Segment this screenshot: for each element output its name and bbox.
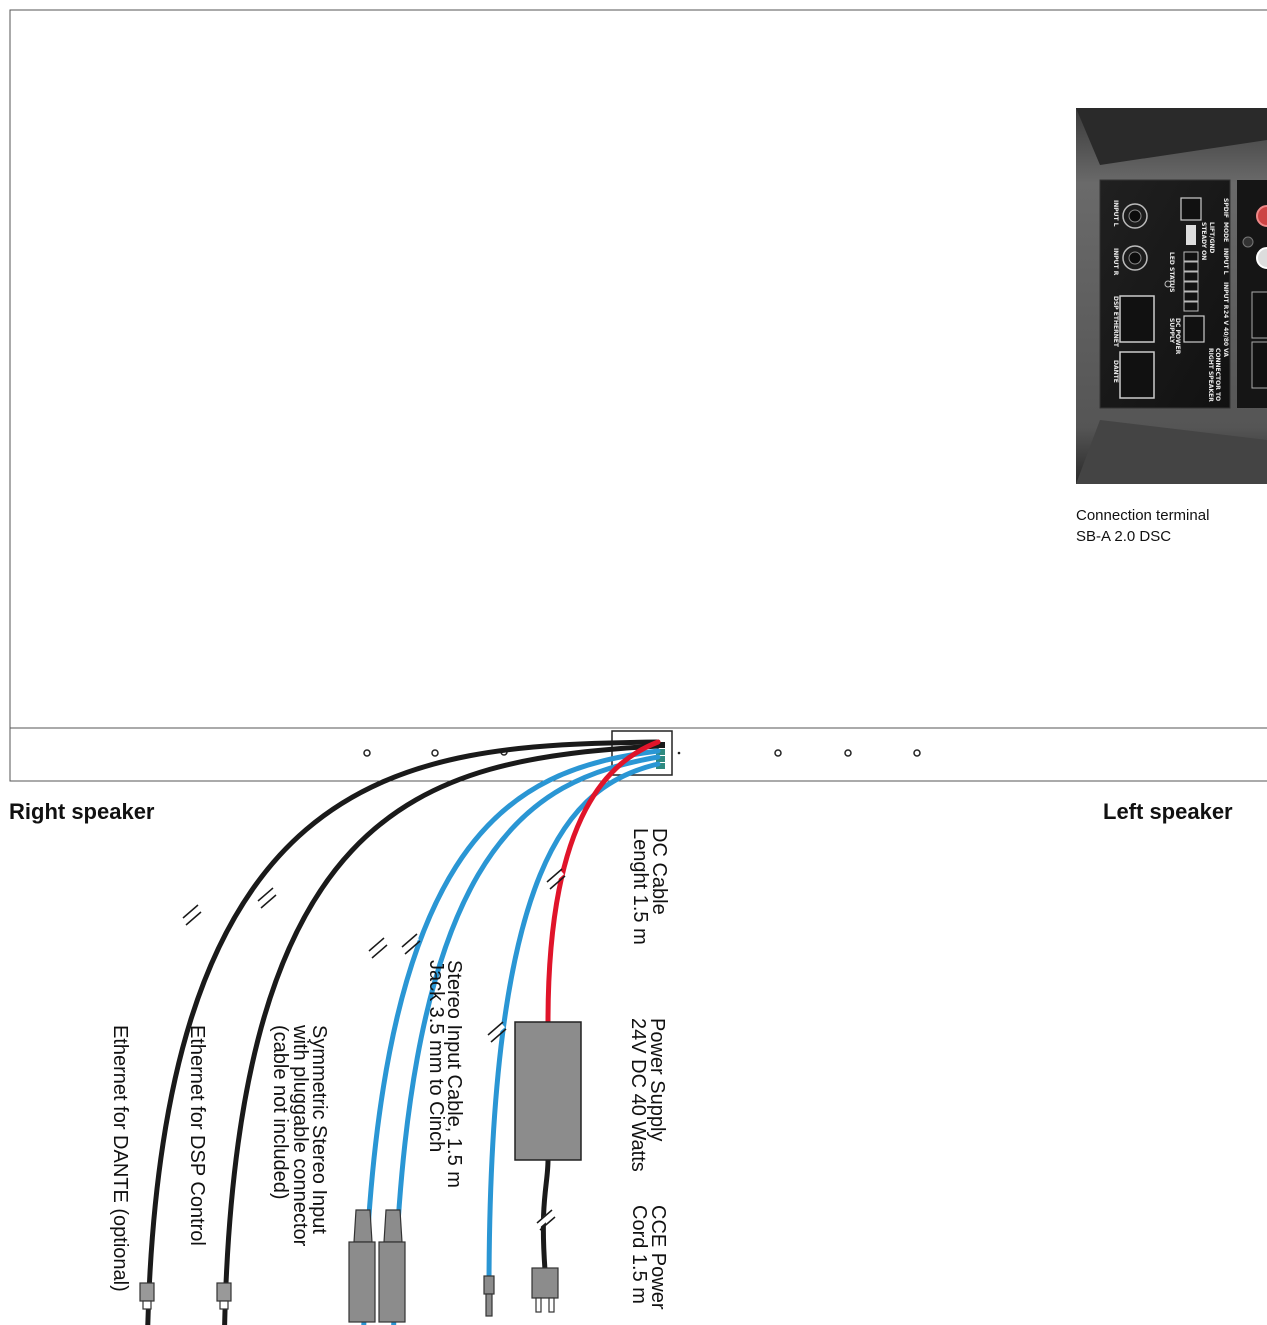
cce-cord-label-1: CCE Power xyxy=(647,1205,669,1310)
photo-caption-line1: Connection terminal xyxy=(1076,507,1209,524)
dc-cable-label-2: Lenght 1.5 m xyxy=(629,828,651,945)
break-mark xyxy=(400,933,421,955)
soundbar-outline xyxy=(9,9,1267,782)
dsp-ethernet-port xyxy=(1119,295,1155,343)
dsp-ethernet-label: Ethernet for DSP Control xyxy=(186,1025,208,1246)
power-supply-label-1: Power Supply xyxy=(646,1018,668,1141)
cable-break-marks xyxy=(181,868,566,1231)
svg-text:INPUT R: INPUT R xyxy=(1222,282,1229,310)
dc-power-connector xyxy=(1183,315,1205,343)
left-speaker-label: Left speaker xyxy=(1103,799,1233,824)
power-supply-box xyxy=(514,1021,582,1161)
mains-plug xyxy=(531,1267,559,1313)
stereo-input-cable xyxy=(486,761,661,1303)
dante-port xyxy=(1119,351,1155,399)
svg-text:SPDIF: SPDIF xyxy=(1222,198,1229,218)
input-terminal-block xyxy=(1183,251,1199,312)
symmetric-input-label-3: (cable not included) xyxy=(269,1025,291,1200)
xlr-plug-1 xyxy=(348,1209,376,1323)
svg-text:DANTE: DANTE xyxy=(1112,360,1119,383)
mode-switch xyxy=(1186,225,1196,245)
break-mark xyxy=(367,937,388,959)
svg-text:STEADY ON: STEADY ON xyxy=(1200,222,1207,260)
symmetric-input-label-2: with pluggable connector xyxy=(289,1024,311,1247)
dc-cable xyxy=(545,739,661,1025)
power-supply-label-2: 24V DC 40 Watts xyxy=(627,1018,649,1172)
xlr-plug-2 xyxy=(378,1209,406,1323)
break-mark xyxy=(181,904,202,926)
mounting-hole xyxy=(774,749,782,757)
symmetric-input-label-1: Symmetric Stereo Input xyxy=(308,1025,330,1234)
ethernet-dante-cable xyxy=(145,739,661,1325)
svg-text:24 V 40/80 VA: 24 V 40/80 VA xyxy=(1222,310,1229,357)
mounting-hole xyxy=(363,749,371,757)
dante-ethernet-label: Ethernet for DANTE (optional) xyxy=(109,1025,131,1292)
svg-text:LED STATUS: LED STATUS xyxy=(1168,252,1175,292)
right-speaker-label: Right speaker xyxy=(9,799,155,824)
break-mark xyxy=(256,887,277,909)
mounting-hole xyxy=(431,749,439,757)
svg-text:INPUT L: INPUT L xyxy=(1222,248,1229,275)
ethernet-dsp-cable xyxy=(222,743,661,1325)
break-mark xyxy=(486,1021,507,1043)
cinch-plug xyxy=(483,1275,495,1317)
led-status-indicator xyxy=(1164,280,1172,288)
break-mark xyxy=(535,1209,556,1231)
svg-text:CONNECTOR TO: CONNECTOR TO xyxy=(1214,348,1221,401)
mounting-hole xyxy=(844,749,852,757)
panel-printing: INPUT L INPUT R DSP ETHERNET DANTE LED S… xyxy=(1112,198,1229,402)
dc-cable-label-1: DC Cable xyxy=(648,828,670,915)
svg-text:INPUT R: INPUT R xyxy=(1112,248,1119,276)
svg-text:LIFT/GND: LIFT/GND xyxy=(1208,222,1215,253)
svg-text:SUPPLY: SUPPLY xyxy=(1168,318,1175,344)
cce-cord-label-2: Cord 1.5 m xyxy=(628,1205,650,1304)
cce-power-cord xyxy=(540,1157,551,1273)
break-mark xyxy=(545,868,566,890)
spdif-port xyxy=(1180,197,1202,221)
symmetric-input-cable-2 xyxy=(391,754,661,1325)
cables xyxy=(145,739,661,1325)
photo-caption-line2: SB-A 2.0 DSC xyxy=(1076,528,1171,545)
svg-text:DC POWER: DC POWER xyxy=(1174,318,1181,355)
svg-text:DSP ETHERNET: DSP ETHERNET xyxy=(1112,296,1119,348)
svg-text:INPUT L: INPUT L xyxy=(1112,200,1119,227)
svg-text:RIGHT SPEAKER: RIGHT SPEAKER xyxy=(1207,348,1214,402)
stereo-cable-label-2: Jack 3.5 mm to Cinch xyxy=(425,960,447,1152)
connectors xyxy=(139,1021,582,1323)
terminal-photo: INPUT L INPUT R DSP ETHERNET DANTE LED S… xyxy=(1076,108,1267,484)
cable-labels: Ethernet for DANTE (optional) Ethernet f… xyxy=(109,828,670,1310)
rj45-plug-dante xyxy=(139,1282,155,1310)
input-r-jack xyxy=(1122,245,1148,271)
symmetric-input-cable-1 xyxy=(361,748,661,1325)
svg-text:MODE: MODE xyxy=(1222,222,1229,242)
mounting-hole xyxy=(913,749,921,757)
input-l-jack xyxy=(1122,203,1148,229)
rj45-plug-dsp xyxy=(216,1282,232,1310)
stereo-cable-label-1: Stereo Input Cable, 1.5 m xyxy=(443,960,465,1188)
